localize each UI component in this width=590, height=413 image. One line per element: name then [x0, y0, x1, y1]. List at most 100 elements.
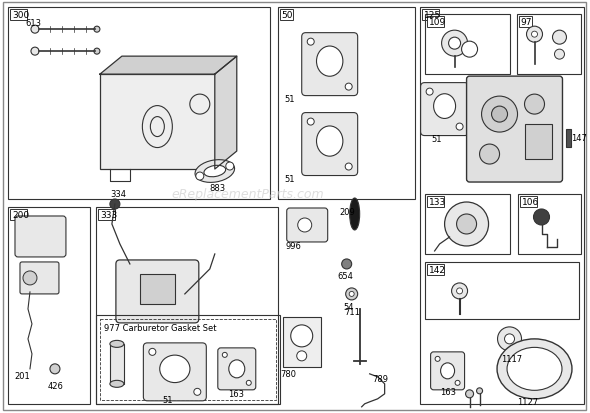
Ellipse shape	[204, 166, 225, 177]
Text: 51: 51	[432, 135, 442, 144]
Circle shape	[342, 259, 352, 269]
FancyBboxPatch shape	[431, 352, 464, 390]
Text: eReplacementParts.com: eReplacementParts.com	[171, 188, 324, 201]
Circle shape	[23, 271, 37, 285]
Circle shape	[481, 97, 517, 133]
Circle shape	[525, 95, 545, 115]
FancyBboxPatch shape	[467, 77, 562, 183]
Bar	[422, 10, 439, 21]
Bar	[425, 195, 510, 254]
Circle shape	[291, 325, 313, 347]
Text: 147: 147	[572, 133, 588, 142]
Ellipse shape	[497, 339, 572, 399]
Circle shape	[461, 42, 477, 58]
Bar	[100, 319, 276, 400]
Ellipse shape	[160, 355, 190, 383]
Bar	[100, 75, 215, 170]
Circle shape	[149, 349, 156, 356]
Circle shape	[246, 380, 251, 385]
Circle shape	[552, 31, 566, 45]
Text: 109: 109	[428, 18, 446, 27]
Text: 789: 789	[373, 374, 389, 383]
Circle shape	[555, 50, 565, 60]
Text: 996: 996	[286, 241, 301, 250]
Circle shape	[345, 164, 352, 171]
Circle shape	[480, 145, 500, 165]
FancyBboxPatch shape	[421, 83, 468, 136]
FancyBboxPatch shape	[301, 33, 358, 96]
Bar	[96, 207, 278, 404]
Text: 133: 133	[428, 197, 446, 206]
FancyBboxPatch shape	[116, 260, 199, 323]
Text: 1127: 1127	[517, 397, 539, 406]
Circle shape	[226, 163, 234, 171]
Circle shape	[297, 351, 307, 361]
Text: 125: 125	[424, 11, 441, 20]
Text: 54: 54	[344, 302, 354, 311]
Circle shape	[94, 49, 100, 55]
Circle shape	[441, 31, 467, 57]
FancyBboxPatch shape	[287, 209, 327, 242]
Bar	[425, 15, 510, 75]
Text: 51: 51	[285, 95, 295, 104]
Text: 51: 51	[163, 395, 173, 404]
Bar	[517, 195, 582, 254]
Circle shape	[346, 288, 358, 300]
Text: 426: 426	[48, 381, 64, 390]
Bar	[516, 15, 582, 75]
Circle shape	[456, 124, 463, 131]
Text: 201: 201	[14, 371, 30, 380]
Circle shape	[466, 390, 474, 398]
Circle shape	[448, 38, 461, 50]
Ellipse shape	[507, 347, 562, 390]
Circle shape	[349, 292, 354, 297]
Bar	[8, 8, 270, 199]
Circle shape	[477, 388, 483, 394]
Circle shape	[31, 48, 39, 56]
Polygon shape	[215, 57, 237, 170]
Circle shape	[298, 218, 312, 233]
Circle shape	[455, 380, 460, 385]
FancyBboxPatch shape	[301, 113, 358, 176]
Circle shape	[196, 173, 204, 180]
Bar	[10, 10, 28, 21]
Bar	[427, 197, 444, 207]
Bar	[140, 274, 175, 304]
Text: 780: 780	[281, 369, 297, 378]
Bar	[8, 207, 90, 404]
Circle shape	[194, 388, 201, 395]
Bar	[283, 317, 321, 367]
Text: 142: 142	[428, 265, 445, 274]
Text: 711: 711	[345, 307, 360, 316]
Bar	[278, 8, 415, 199]
Bar	[10, 209, 28, 221]
FancyBboxPatch shape	[20, 262, 59, 294]
Circle shape	[31, 26, 39, 34]
Bar	[98, 209, 116, 221]
Bar	[110, 344, 124, 384]
Bar	[419, 8, 585, 404]
Ellipse shape	[110, 380, 124, 387]
Text: 334: 334	[110, 190, 126, 199]
FancyBboxPatch shape	[15, 216, 66, 257]
Circle shape	[110, 199, 120, 209]
Circle shape	[491, 107, 507, 123]
Circle shape	[345, 84, 352, 91]
Ellipse shape	[434, 95, 455, 119]
Circle shape	[307, 119, 314, 126]
Text: 333: 333	[100, 211, 117, 219]
Circle shape	[426, 89, 433, 96]
Polygon shape	[100, 57, 237, 75]
Circle shape	[445, 202, 489, 247]
Circle shape	[457, 214, 477, 235]
Circle shape	[94, 27, 100, 33]
Text: 1117: 1117	[502, 354, 523, 363]
Bar	[525, 125, 552, 160]
FancyBboxPatch shape	[218, 348, 256, 390]
Circle shape	[532, 32, 537, 38]
Ellipse shape	[441, 363, 454, 379]
Bar	[427, 264, 444, 275]
Text: 163: 163	[440, 387, 455, 396]
Bar	[280, 10, 293, 21]
Text: 200: 200	[12, 211, 29, 219]
